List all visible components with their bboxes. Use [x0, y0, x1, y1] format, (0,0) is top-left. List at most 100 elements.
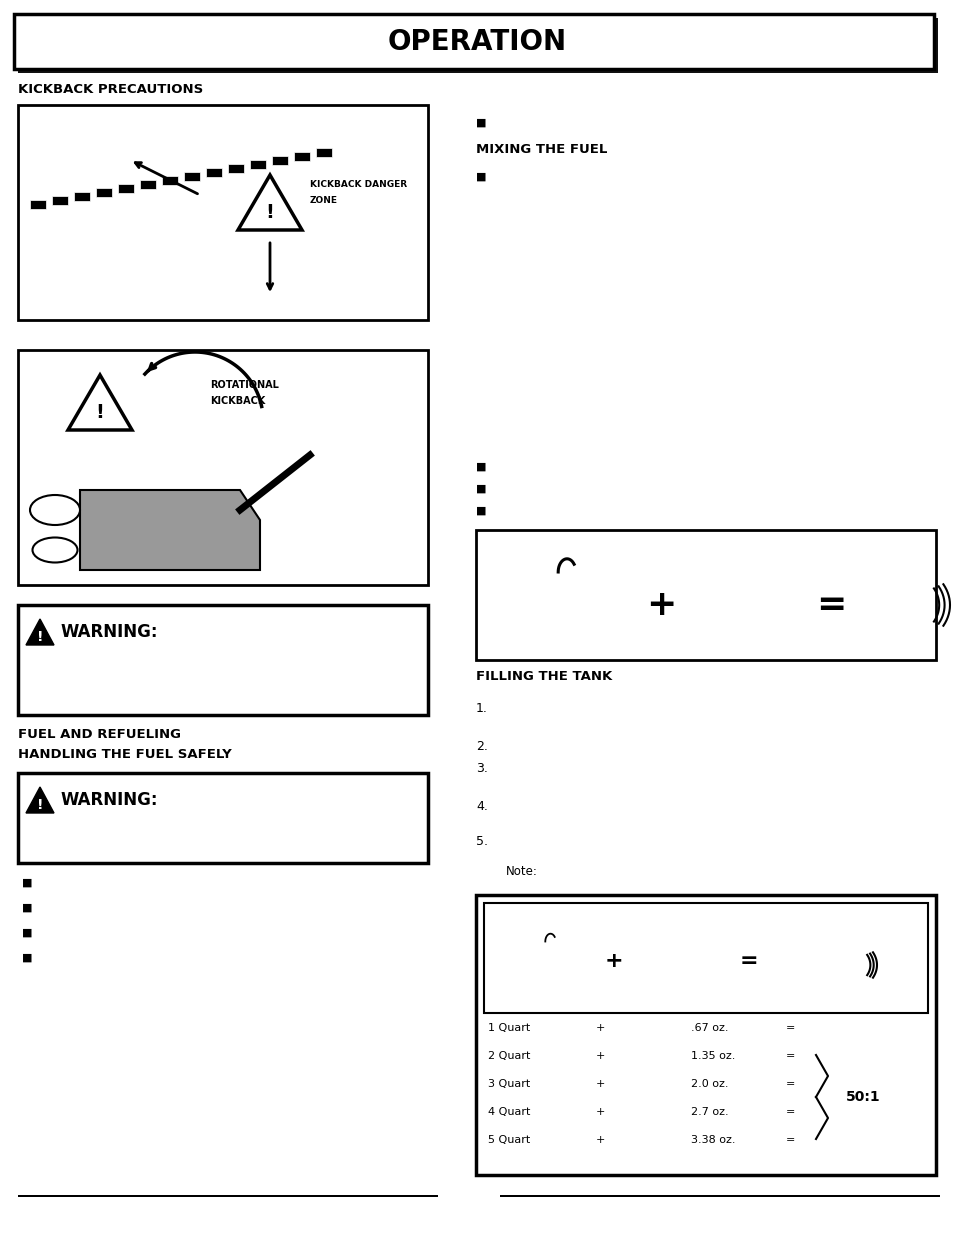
Bar [18, 350, 428, 585]
Text: ROTATIONAL: ROTATIONAL [210, 380, 278, 390]
Bar [854, 935, 858, 946]
Bar [162, 177, 178, 185]
Text: .67 oz.: .67 oz. [690, 1023, 728, 1032]
Bar [18, 105, 428, 320]
Text: =: = [815, 588, 845, 622]
Bar [18, 605, 428, 715]
Text: FILLING THE TANK: FILLING THE TANK [476, 671, 612, 683]
Text: 3 Quart: 3 Quart [488, 1079, 530, 1089]
Text: =: = [785, 1107, 795, 1116]
Bar [732, 568, 768, 622]
Bar [228, 164, 244, 173]
Bar [18, 773, 428, 863]
Text: 1.: 1. [476, 701, 487, 715]
Polygon shape [237, 175, 302, 230]
FancyBboxPatch shape [821, 932, 845, 947]
Text: ■: ■ [476, 119, 486, 128]
Bar [272, 156, 288, 165]
Bar [669, 953, 688, 971]
Bar [862, 579, 894, 605]
Bar [527, 966, 558, 972]
Text: WARNING:: WARNING: [60, 622, 157, 641]
Bar [555, 939, 561, 956]
Text: 4 Quart: 4 Quart [488, 1107, 530, 1116]
Bar [14, 14, 933, 69]
FancyBboxPatch shape [848, 568, 919, 627]
Bar [206, 168, 222, 177]
Text: !: ! [95, 404, 104, 422]
Text: ■: ■ [476, 484, 486, 494]
Bar [847, 940, 857, 945]
Bar [576, 567, 586, 598]
Polygon shape [26, 619, 54, 645]
Text: WARNING:: WARNING: [60, 790, 157, 809]
Text: 5.: 5. [476, 835, 488, 848]
Bar [315, 148, 332, 157]
Bar [920, 556, 925, 573]
Bar [743, 540, 758, 548]
Text: ■: ■ [476, 462, 486, 472]
FancyBboxPatch shape [865, 553, 903, 574]
Text: +: + [596, 1051, 605, 1061]
Bar [18, 19, 937, 73]
Bar [96, 188, 112, 198]
Bar [673, 926, 683, 940]
Polygon shape [26, 787, 54, 813]
Text: +: + [596, 1135, 605, 1145]
Bar [294, 152, 310, 161]
Bar [18, 1195, 437, 1197]
Bar [667, 939, 689, 972]
Text: =: = [739, 951, 758, 971]
Bar [499, 1195, 939, 1197]
Bar [534, 936, 549, 950]
Bar [476, 530, 935, 659]
Text: 2 Quart: 2 Quart [488, 1051, 530, 1061]
Bar [476, 895, 935, 1174]
Text: +: + [645, 588, 676, 622]
Bar [528, 614, 578, 622]
Bar [529, 931, 555, 967]
Text: FUEL AND REFUELING: FUEL AND REFUELING [18, 727, 181, 741]
Bar [483, 903, 927, 1013]
Text: Note:: Note: [505, 864, 537, 878]
Bar [539, 563, 565, 585]
Text: +: + [596, 1107, 605, 1116]
Polygon shape [80, 490, 260, 571]
Bar [820, 950, 839, 965]
Text: 3.38 oz.: 3.38 oz. [690, 1135, 735, 1145]
Text: ■: ■ [22, 878, 32, 888]
Bar [74, 191, 90, 201]
Text: !: ! [37, 798, 43, 811]
Bar [576, 597, 598, 604]
Text: ■: ■ [22, 953, 32, 963]
Text: 1.35 oz.: 1.35 oz. [690, 1051, 735, 1061]
Text: !: ! [37, 630, 43, 643]
Text: =: = [785, 1023, 795, 1032]
Text: 4.: 4. [476, 800, 487, 813]
Text: 2.0 oz.: 2.0 oz. [690, 1079, 728, 1089]
FancyBboxPatch shape [809, 941, 855, 981]
Bar [907, 564, 923, 572]
Bar [734, 593, 766, 621]
Bar [531, 556, 576, 616]
Ellipse shape [32, 537, 77, 562]
Text: +: + [604, 951, 622, 971]
Bar [674, 923, 682, 927]
Ellipse shape [30, 495, 80, 525]
Text: HANDLING THE FUEL SAFELY: HANDLING THE FUEL SAFELY [18, 748, 232, 761]
Text: MIXING THE FUEL: MIXING THE FUEL [476, 143, 607, 156]
Bar [250, 161, 266, 169]
Text: +: + [596, 1079, 605, 1089]
Bar [118, 184, 133, 193]
Polygon shape [68, 375, 132, 430]
Text: =: = [785, 1135, 795, 1145]
Text: 3.: 3. [476, 762, 487, 776]
Text: 2.7 oz.: 2.7 oz. [690, 1107, 728, 1116]
Text: OPERATION: OPERATION [387, 28, 566, 56]
Bar [140, 180, 156, 189]
Bar [741, 546, 760, 571]
Bar [52, 196, 68, 205]
Bar [555, 956, 568, 961]
Bar [184, 172, 200, 182]
Text: 50:1: 50:1 [845, 1091, 880, 1104]
